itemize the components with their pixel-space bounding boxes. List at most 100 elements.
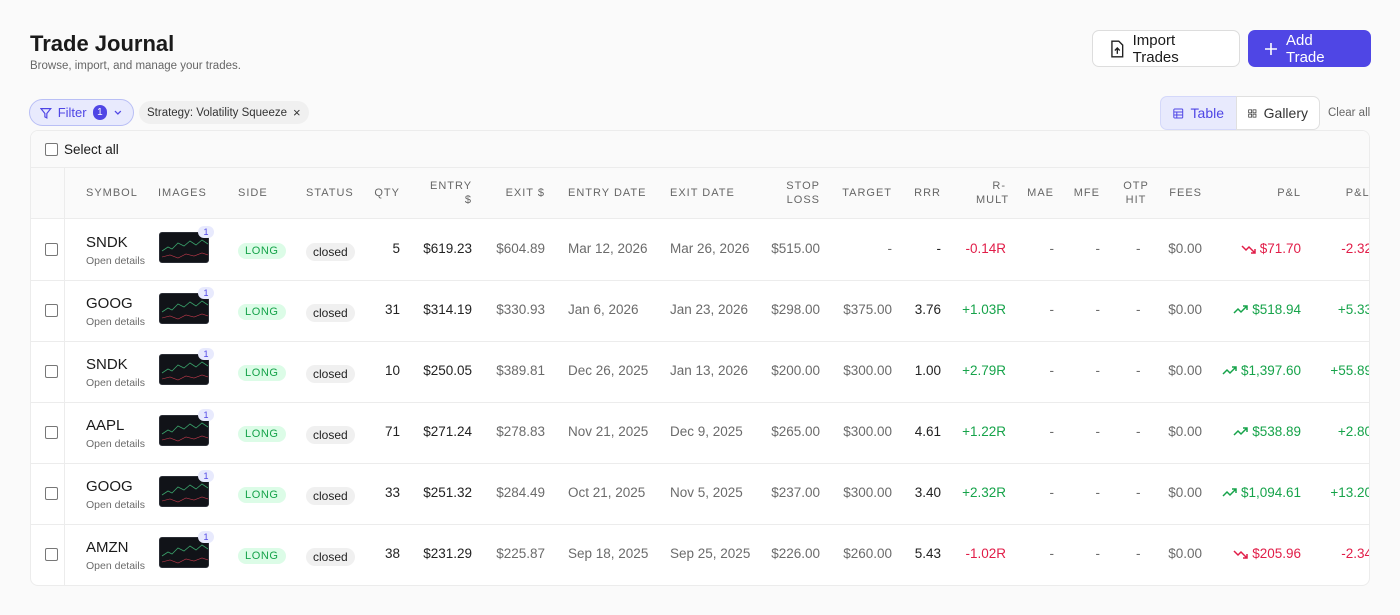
exit: $284.49 bbox=[496, 485, 545, 500]
column-header: ENTRY DATE bbox=[568, 187, 647, 199]
open-details[interactable]: Open details bbox=[86, 255, 145, 267]
entry: $231.29 bbox=[423, 546, 472, 561]
exit-date: Sep 25, 2025 bbox=[670, 546, 751, 561]
status-pill: closed bbox=[306, 487, 355, 505]
exit: $225.87 bbox=[496, 546, 545, 561]
rrr: 1.00 bbox=[914, 363, 941, 378]
filter-button[interactable]: Filter 1 bbox=[29, 99, 134, 126]
image-count: 1 bbox=[198, 226, 214, 238]
fees: $0.00 bbox=[1168, 302, 1202, 317]
open-details[interactable]: Open details bbox=[86, 316, 145, 328]
exit-date: Dec 9, 2025 bbox=[670, 424, 743, 439]
mfe: - bbox=[1095, 302, 1101, 317]
exit: $604.89 bbox=[496, 241, 545, 256]
symbol: SNDK bbox=[86, 356, 128, 373]
column-header: OTP HIT bbox=[1123, 180, 1149, 206]
pnl-pct: -2.32% bbox=[1341, 241, 1369, 256]
column-header: FEES bbox=[1169, 187, 1202, 199]
entry-date: Oct 21, 2025 bbox=[568, 485, 646, 500]
rrr: 3.76 bbox=[914, 302, 941, 317]
chevron bbox=[114, 110, 122, 115]
target: $300.00 bbox=[843, 485, 892, 500]
chip-label: Strategy: Volatility Squeeze bbox=[147, 106, 287, 119]
mfe: - bbox=[1095, 424, 1101, 439]
row-checkbox[interactable] bbox=[45, 487, 58, 500]
chip-remove[interactable]: × bbox=[293, 105, 301, 120]
import-icon bbox=[1111, 40, 1124, 57]
stop: $515.00 bbox=[771, 241, 820, 256]
side-pill: LONG bbox=[238, 243, 286, 259]
row-divider bbox=[31, 402, 1369, 403]
side-pill: LONG bbox=[238, 304, 286, 320]
table-view[interactable]: Table bbox=[1160, 96, 1237, 130]
chart-thumb bbox=[161, 483, 208, 503]
column-header: SIDE bbox=[238, 187, 268, 199]
add-label: Add Trade bbox=[1285, 31, 1325, 66]
pnl-pct: +5.33% bbox=[1337, 302, 1369, 317]
gallery-view[interactable]: Gallery bbox=[1236, 96, 1320, 130]
chart-thumb bbox=[161, 422, 208, 442]
entry-date: Mar 12, 2026 bbox=[568, 241, 648, 256]
row-checkbox[interactable] bbox=[45, 426, 58, 439]
open-details[interactable]: Open details bbox=[86, 560, 145, 572]
entry-date: Jan 6, 2026 bbox=[568, 302, 639, 317]
clear-all[interactable]: Clear all bbox=[1328, 107, 1371, 119]
target: - bbox=[887, 241, 893, 256]
row-checkbox[interactable] bbox=[45, 304, 58, 317]
row-checkbox[interactable] bbox=[45, 365, 58, 378]
column-divider bbox=[64, 168, 65, 585]
fees: $0.00 bbox=[1168, 485, 1202, 500]
stop: $237.00 bbox=[771, 485, 820, 500]
entry: $251.32 bbox=[423, 485, 472, 500]
select-all-checkbox[interactable] bbox=[45, 143, 58, 156]
open-details[interactable]: Open details bbox=[86, 499, 145, 511]
row-checkbox[interactable] bbox=[45, 243, 58, 256]
side-pill: LONG bbox=[238, 426, 286, 442]
target: $260.00 bbox=[843, 546, 892, 561]
symbol: SNDK bbox=[86, 234, 128, 251]
thumbnail bbox=[159, 415, 209, 446]
trend-up bbox=[1233, 304, 1248, 314]
import-button[interactable]: Import Trades bbox=[1092, 30, 1240, 67]
column-header: P&L bbox=[1277, 187, 1301, 199]
qty: 10 bbox=[384, 363, 400, 378]
filter-chip[interactable]: Strategy: Volatility Squeeze × bbox=[139, 101, 309, 124]
exit: $389.81 bbox=[496, 363, 545, 378]
filter-count: 1 bbox=[92, 105, 108, 120]
column-header: MAE bbox=[1027, 187, 1054, 199]
r-mult: +1.22R bbox=[962, 424, 1006, 439]
select-all-label: Select all bbox=[64, 142, 119, 157]
column-header: EXIT DATE bbox=[670, 187, 735, 199]
symbol: GOOG bbox=[86, 295, 133, 312]
pnl: $205.96 bbox=[1252, 546, 1301, 561]
target: $300.00 bbox=[843, 363, 892, 378]
side-pill: LONG bbox=[238, 365, 286, 381]
trend-down bbox=[1233, 549, 1248, 559]
mfe: - bbox=[1095, 485, 1101, 500]
open-details[interactable]: Open details bbox=[86, 438, 145, 450]
filter-label: Filter bbox=[57, 105, 87, 120]
exit: $278.83 bbox=[496, 424, 545, 439]
row-divider bbox=[31, 280, 1369, 281]
stop: $226.00 bbox=[771, 546, 820, 561]
add-button[interactable]: Add Trade bbox=[1248, 30, 1371, 67]
import-label: Import Trades bbox=[1132, 31, 1179, 66]
qty: 33 bbox=[384, 485, 400, 500]
column-header: STOP LOSS bbox=[786, 180, 820, 206]
mae: - bbox=[1049, 424, 1055, 439]
r-mult: -1.02R bbox=[965, 546, 1006, 561]
row-checkbox[interactable] bbox=[45, 548, 58, 561]
pnl-cell: $538.89 bbox=[1233, 424, 1301, 439]
row-divider bbox=[31, 341, 1369, 342]
row-divider bbox=[31, 524, 1369, 525]
fees: $0.00 bbox=[1168, 546, 1202, 561]
table-label: Table bbox=[1190, 105, 1224, 121]
chart-thumb bbox=[161, 544, 208, 564]
table-card: Select all SYMBOL IMAGES SIDE STATUS QTY ENTR… bbox=[30, 130, 1370, 586]
r-mult: +1.03R bbox=[962, 302, 1006, 317]
status-pill: closed bbox=[306, 365, 355, 383]
open-details[interactable]: Open details bbox=[86, 377, 145, 389]
status-pill: closed bbox=[306, 304, 355, 322]
symbol: AAPL bbox=[86, 417, 125, 434]
stop: $200.00 bbox=[771, 363, 820, 378]
